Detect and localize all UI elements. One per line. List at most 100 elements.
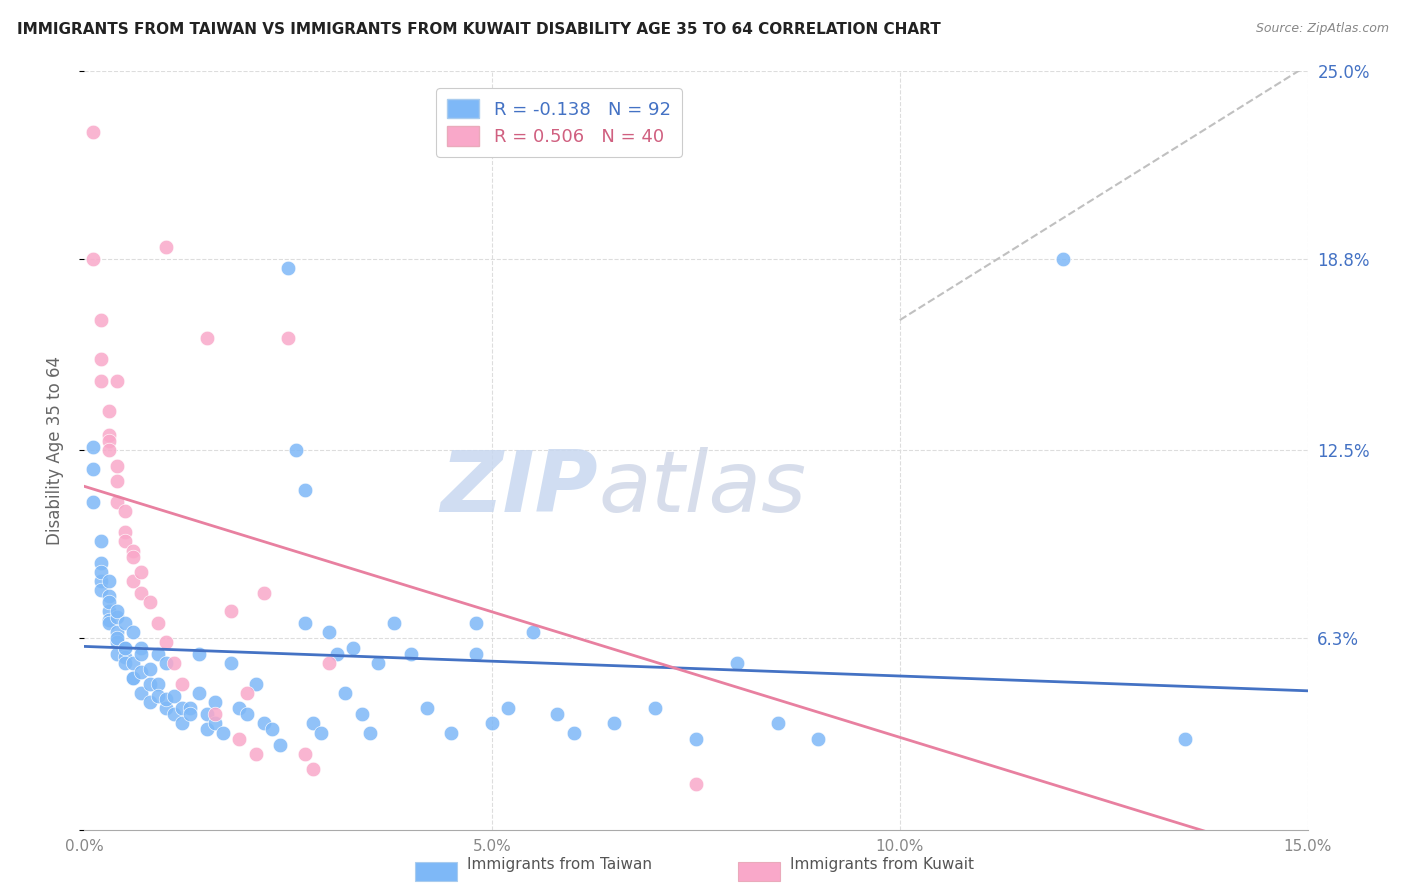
Point <box>294 747 316 761</box>
Point <box>481 716 503 731</box>
Point <box>440 725 463 739</box>
Point <box>90 534 112 549</box>
Point <box>131 686 153 700</box>
Point <box>195 723 218 737</box>
Point <box>122 671 145 685</box>
Point <box>269 738 291 752</box>
Point <box>105 474 128 488</box>
Point <box>97 404 120 418</box>
Point <box>212 725 235 739</box>
Point <box>90 574 112 588</box>
Point <box>342 640 364 655</box>
Point <box>90 565 112 579</box>
Point <box>97 616 120 631</box>
Point <box>685 777 707 791</box>
Point <box>172 677 194 691</box>
Point <box>122 543 145 558</box>
Point <box>122 574 145 588</box>
Point <box>766 716 789 731</box>
Point <box>122 656 145 670</box>
Point <box>350 707 373 722</box>
Text: ZIP: ZIP <box>440 447 598 530</box>
Point <box>195 331 218 345</box>
Point <box>82 441 104 455</box>
Point <box>603 95 626 109</box>
Point <box>326 647 349 661</box>
Point <box>131 665 153 679</box>
Point <box>163 689 186 703</box>
Point <box>399 647 422 661</box>
Point <box>122 549 145 564</box>
Point <box>97 604 120 618</box>
Point <box>122 625 145 640</box>
Point <box>138 662 160 676</box>
Point <box>464 647 486 661</box>
Point <box>114 649 136 664</box>
Point <box>245 677 267 691</box>
Point <box>644 701 666 715</box>
Point <box>155 240 177 254</box>
Point <box>522 625 544 640</box>
Point <box>562 725 585 739</box>
Point <box>138 595 160 609</box>
Point <box>685 731 707 746</box>
Point <box>236 707 259 722</box>
Point <box>1052 252 1074 267</box>
Point <box>464 616 486 631</box>
Point <box>294 616 316 631</box>
Point <box>195 707 218 722</box>
Point <box>155 701 177 715</box>
Point <box>105 604 128 618</box>
Point <box>97 589 120 603</box>
Point <box>114 616 136 631</box>
Text: Immigrants from Taiwan: Immigrants from Taiwan <box>467 857 652 872</box>
Point <box>187 647 209 661</box>
Point <box>97 595 120 609</box>
Point <box>138 695 160 709</box>
Point <box>163 656 186 670</box>
Point <box>335 686 357 700</box>
Point <box>546 707 568 722</box>
Point <box>105 625 128 640</box>
Point <box>114 640 136 655</box>
Point <box>105 458 128 473</box>
Point <box>131 647 153 661</box>
Point <box>97 613 120 627</box>
Point <box>228 731 250 746</box>
Point <box>146 616 169 631</box>
Point <box>155 634 177 648</box>
Legend: R = -0.138   N = 92, R = 0.506   N = 40: R = -0.138 N = 92, R = 0.506 N = 40 <box>436 88 682 157</box>
Point <box>318 625 340 640</box>
Point <box>285 443 308 458</box>
Point <box>603 716 626 731</box>
Point <box>146 677 169 691</box>
Point <box>105 647 128 661</box>
Point <box>155 656 177 670</box>
Point <box>105 374 128 388</box>
Point <box>253 586 276 600</box>
Point <box>260 723 283 737</box>
Point <box>105 632 128 646</box>
Point <box>236 686 259 700</box>
Text: Source: ZipAtlas.com: Source: ZipAtlas.com <box>1256 22 1389 36</box>
Point <box>253 716 276 731</box>
Point <box>1174 731 1197 746</box>
Point <box>131 586 153 600</box>
Point <box>172 716 194 731</box>
Point <box>105 634 128 648</box>
Point <box>416 701 439 715</box>
Text: Immigrants from Kuwait: Immigrants from Kuwait <box>790 857 974 872</box>
Point <box>294 483 316 497</box>
Point <box>318 656 340 670</box>
Point <box>204 707 226 722</box>
Point <box>114 656 136 670</box>
Point <box>82 252 104 267</box>
Point <box>277 261 299 276</box>
Point <box>97 428 120 442</box>
Point <box>204 695 226 709</box>
Point <box>131 640 153 655</box>
Point <box>163 707 186 722</box>
Point <box>138 677 160 691</box>
Point <box>204 716 226 731</box>
Point <box>114 640 136 655</box>
